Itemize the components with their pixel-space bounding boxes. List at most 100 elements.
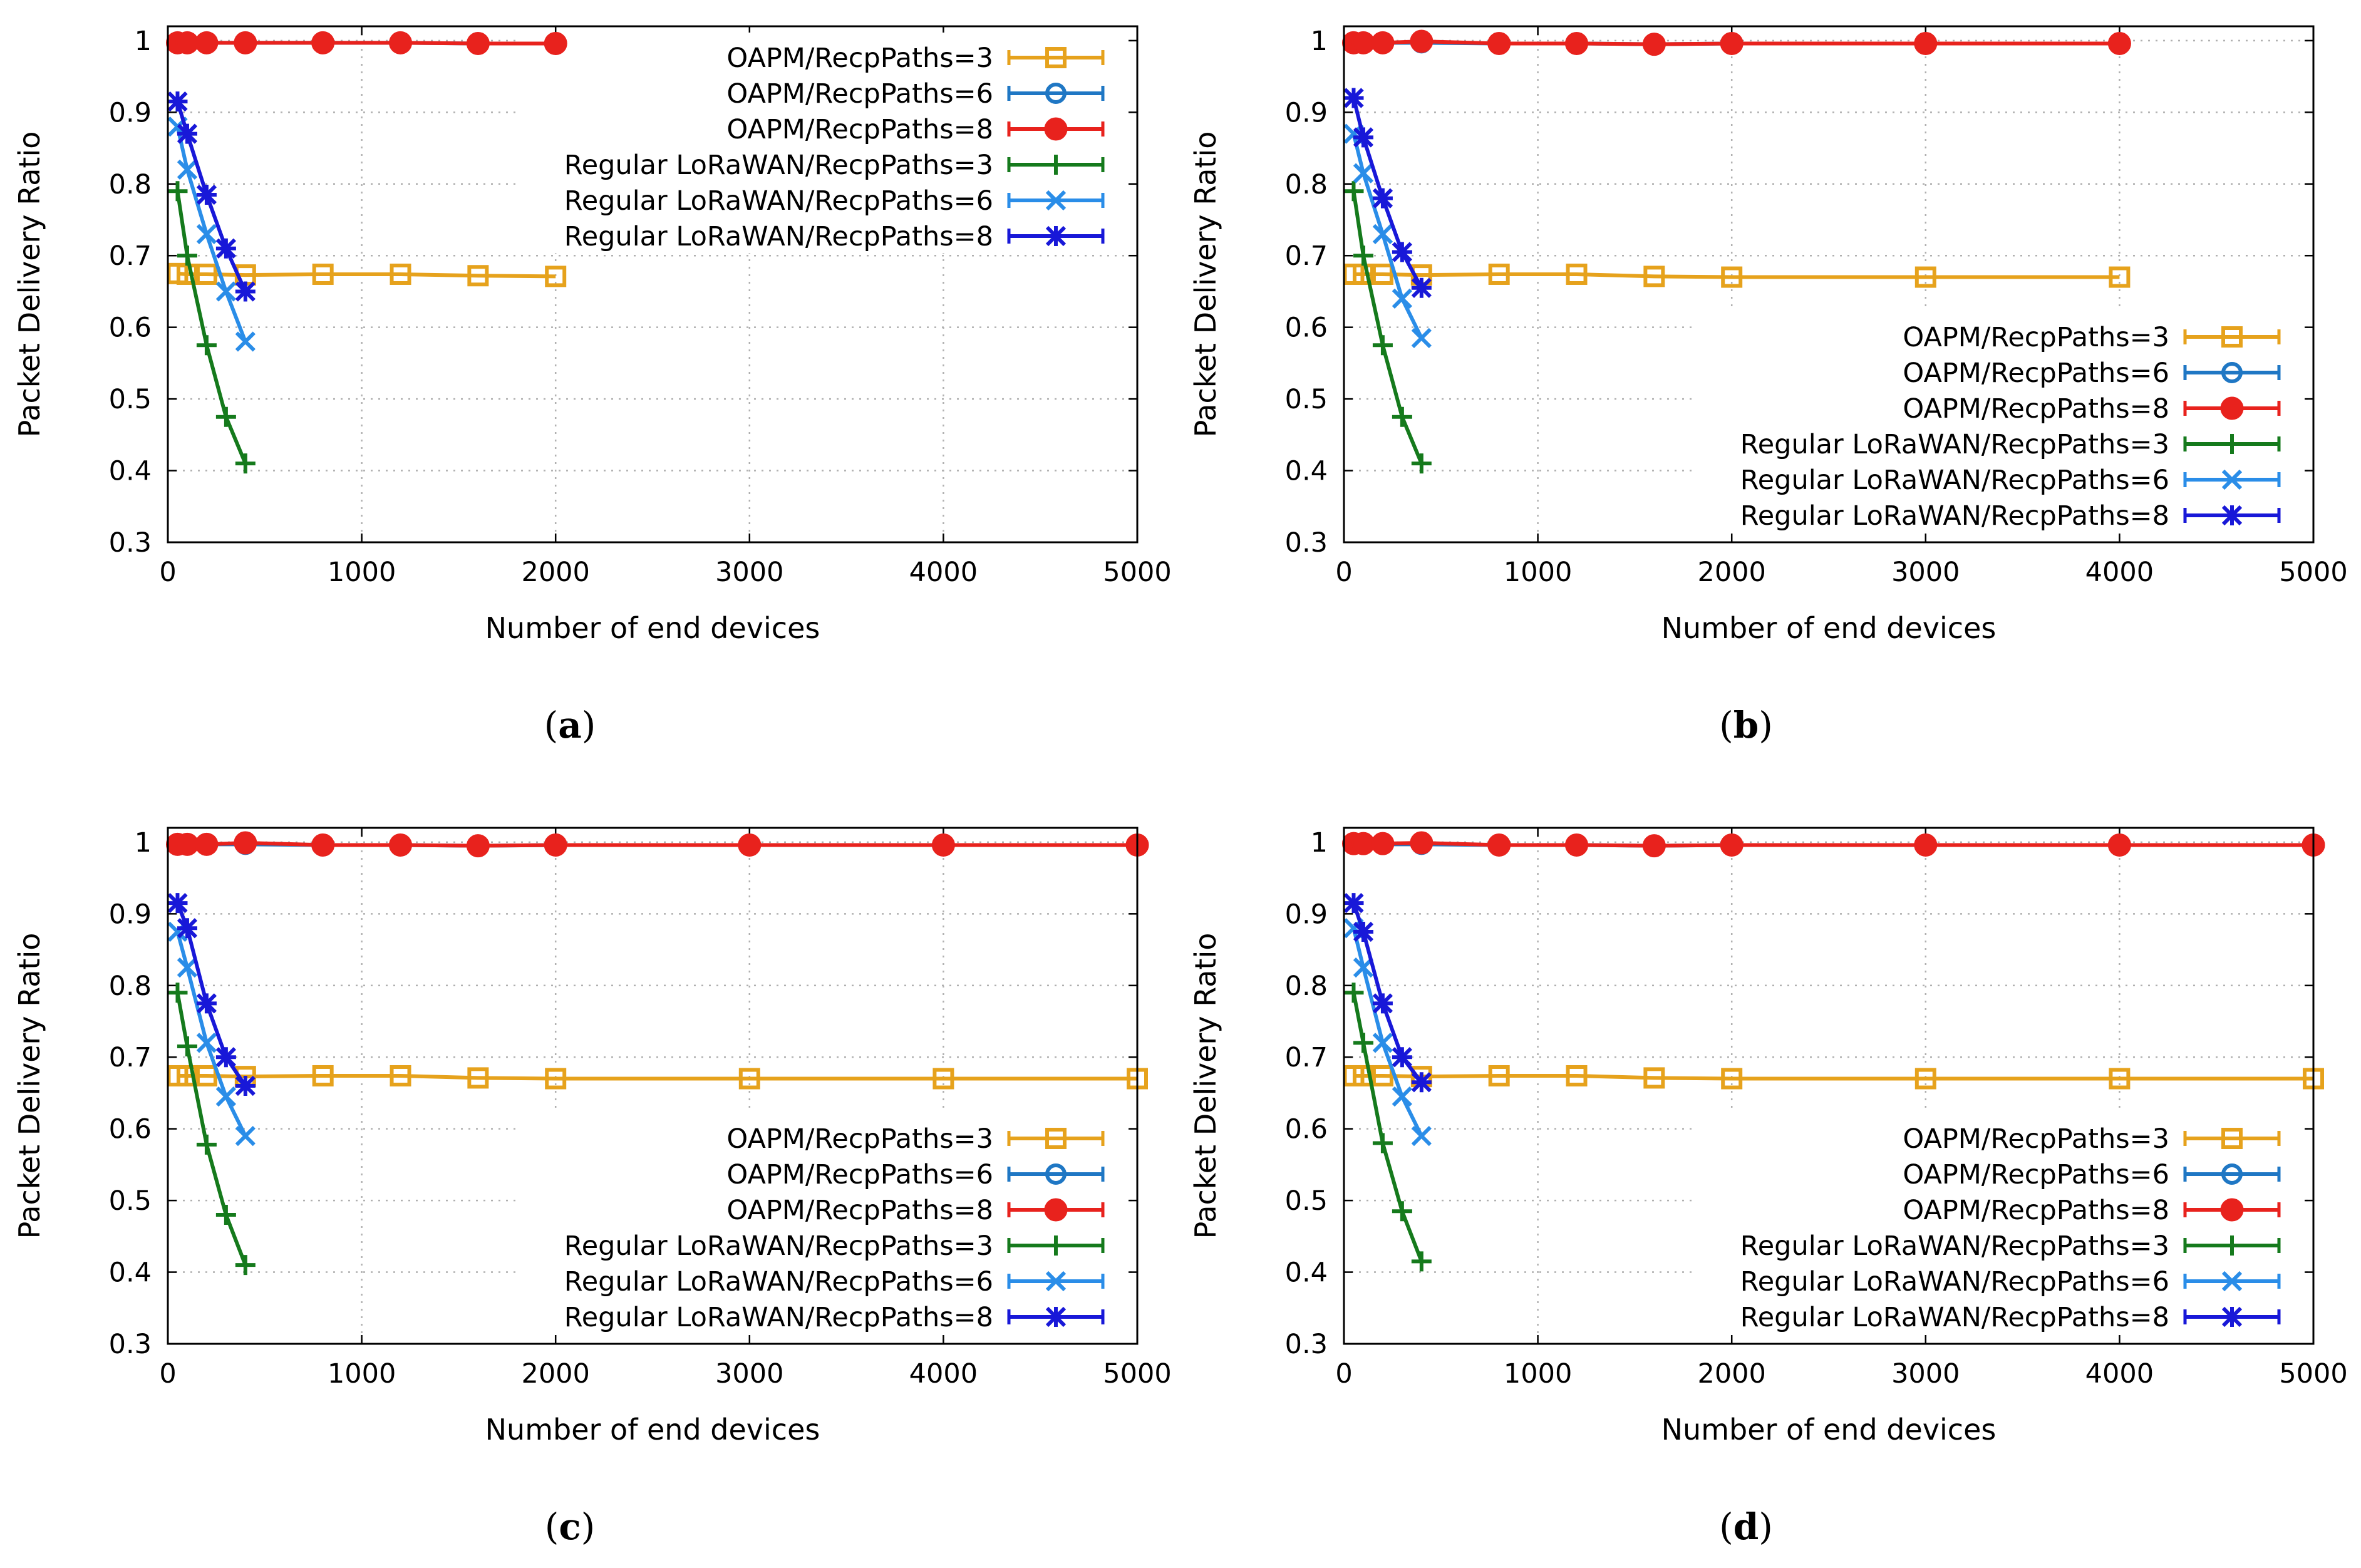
legend-entry-1: OAPM/RecpPaths=3: [726, 1123, 1105, 1155]
y-axis-label: Packet Delivery Ratio: [13, 132, 46, 438]
legend-swatch-marker: [1045, 190, 1067, 211]
y-axis-label: Packet Delivery Ratio: [1189, 933, 1222, 1239]
x-tick-label: 5000: [1103, 1358, 1171, 1390]
data-point: [1914, 1068, 1936, 1090]
legend-background: [515, 33, 1128, 253]
x-tick-label: 1000: [1504, 557, 1572, 588]
y-tick-label: 0.5: [109, 384, 152, 415]
legend-label: Regular LoRaWAN/RecpPaths=3: [1740, 429, 2169, 460]
legend-swatch-marker: [2221, 1163, 2243, 1185]
legend-entry-5: Regular LoRaWAN/RecpPaths=6: [1740, 1266, 2281, 1297]
data-point: [1914, 266, 1936, 288]
data-point: [738, 1068, 760, 1090]
series-1: [167, 262, 567, 287]
data-point: [1392, 1086, 1413, 1107]
legend-entry-1: OAPM/RecpPaths=3: [726, 43, 1105, 74]
caption-open-paren: (: [544, 704, 559, 746]
data-point: [1372, 224, 1393, 245]
data-point: [1411, 277, 1432, 298]
legend-label: OAPM/RecpPaths=3: [1903, 1123, 2169, 1155]
data-point: [2107, 833, 2131, 857]
y-tick-label: 1: [1311, 827, 1328, 859]
y-tick-label: 0.9: [1285, 899, 1328, 930]
series-6: [1343, 88, 1432, 298]
y-tick-label: 0.3: [1285, 527, 1328, 559]
data-point: [312, 1065, 334, 1086]
legend-swatch-marker: [2222, 1235, 2242, 1256]
data-point: [175, 31, 199, 54]
data-point: [466, 31, 490, 55]
data-point: [1371, 31, 1395, 54]
legend-label: Regular LoRaWAN/RecpPaths=8: [564, 1302, 993, 1333]
panel-caption: (a): [544, 704, 596, 746]
y-axis-label: Packet Delivery Ratio: [1189, 132, 1222, 438]
y-tick-label: 0.5: [1285, 1185, 1328, 1217]
legend-label: OAPM/RecpPaths=6: [1903, 358, 2169, 389]
data-point: [1351, 832, 1375, 855]
data-point: [1643, 266, 1665, 287]
data-point: [196, 1033, 217, 1053]
x-tick-label: 1000: [328, 557, 396, 588]
data-point: [195, 31, 219, 54]
data-point: [311, 31, 335, 54]
x-axis-label: Number of end devices: [1661, 1413, 1997, 1447]
legend-swatch-marker: [1045, 1128, 1067, 1149]
legend-label: Regular LoRaWAN/RecpPaths=6: [564, 1266, 993, 1297]
data-point: [1487, 833, 1511, 857]
series-line: [1353, 1073, 2313, 1081]
data-point: [196, 224, 217, 245]
legend-label: OAPM/RecpPaths=8: [1903, 1195, 2169, 1226]
caption-open-paren: (: [1719, 1505, 1733, 1548]
series-1: [1343, 1065, 2324, 1090]
data-point: [933, 1068, 954, 1090]
data-point: [1372, 993, 1393, 1014]
legend-label: Regular LoRaWAN/RecpPaths=6: [564, 185, 993, 217]
legend-entry-5: Regular LoRaWAN/RecpPaths=6: [564, 185, 1105, 217]
legend-label: OAPM/RecpPaths=6: [1903, 1159, 2169, 1190]
series-5: [167, 921, 256, 1147]
x-tick-label: 5000: [2279, 557, 2347, 588]
data-point: [1720, 833, 1744, 857]
data-point: [235, 1255, 256, 1276]
caption-close-paren: ): [1759, 704, 1773, 746]
series-line: [1351, 190, 1423, 465]
data-point: [177, 123, 198, 144]
data-point: [1487, 31, 1511, 55]
legend-entry-2: OAPM/RecpPaths=6: [726, 78, 1105, 110]
data-point: [1392, 406, 1412, 427]
legend-swatch-marker: [2221, 1306, 2243, 1328]
chart-panel-c: 0 1000 2000 3000 4000 5000 0.3 0.4 0.5 0.6 0.7 0.8 0…: [13, 827, 1172, 1548]
data-point: [215, 238, 237, 259]
series-5: [1343, 918, 1432, 1147]
y-tick-label: 1: [135, 827, 152, 859]
legend-swatch-marker: [1045, 1306, 1067, 1328]
data-point: [2109, 1068, 2131, 1090]
data-point: [1371, 832, 1395, 855]
data-point: [311, 833, 335, 857]
data-point: [1721, 266, 1743, 288]
legend-label: Regular LoRaWAN/RecpPaths=3: [564, 150, 993, 181]
series-line: [177, 1073, 1137, 1081]
legend-entry-4: Regular LoRaWAN/RecpPaths=3: [564, 150, 1105, 181]
y-tick-label: 0.4: [109, 1257, 152, 1289]
data-point: [215, 1047, 237, 1068]
legend-swatch-marker: [2221, 1128, 2243, 1149]
series-line: [1351, 133, 1423, 339]
legend-background: [515, 1113, 1128, 1334]
x-axis-label: Number of end devices: [485, 1413, 820, 1447]
data-point: [389, 833, 413, 857]
data-point: [1488, 263, 1510, 285]
legend-swatch-marker: [1044, 117, 1068, 141]
data-point: [1411, 453, 1432, 474]
legend-entry-3: OAPM/RecpPaths=8: [1903, 1195, 2281, 1226]
series-4: [167, 983, 256, 1276]
data-point: [235, 1075, 256, 1096]
legend-label: OAPM/RecpPaths=8: [726, 1195, 993, 1226]
chart-panel-a: 0 1000 2000 3000 4000 5000 0.3 0.4 0.5 0.6 0.7 0.8 0…: [13, 25, 1172, 746]
data-point: [1914, 833, 1938, 857]
data-point: [1392, 288, 1413, 309]
legend-entry-6: Regular LoRaWAN/RecpPaths=8: [1740, 1302, 2281, 1333]
legend-swatch-marker: [2221, 505, 2243, 526]
x-tick-label: 1000: [1504, 1358, 1572, 1390]
legend-swatch-marker: [1045, 1271, 1067, 1292]
